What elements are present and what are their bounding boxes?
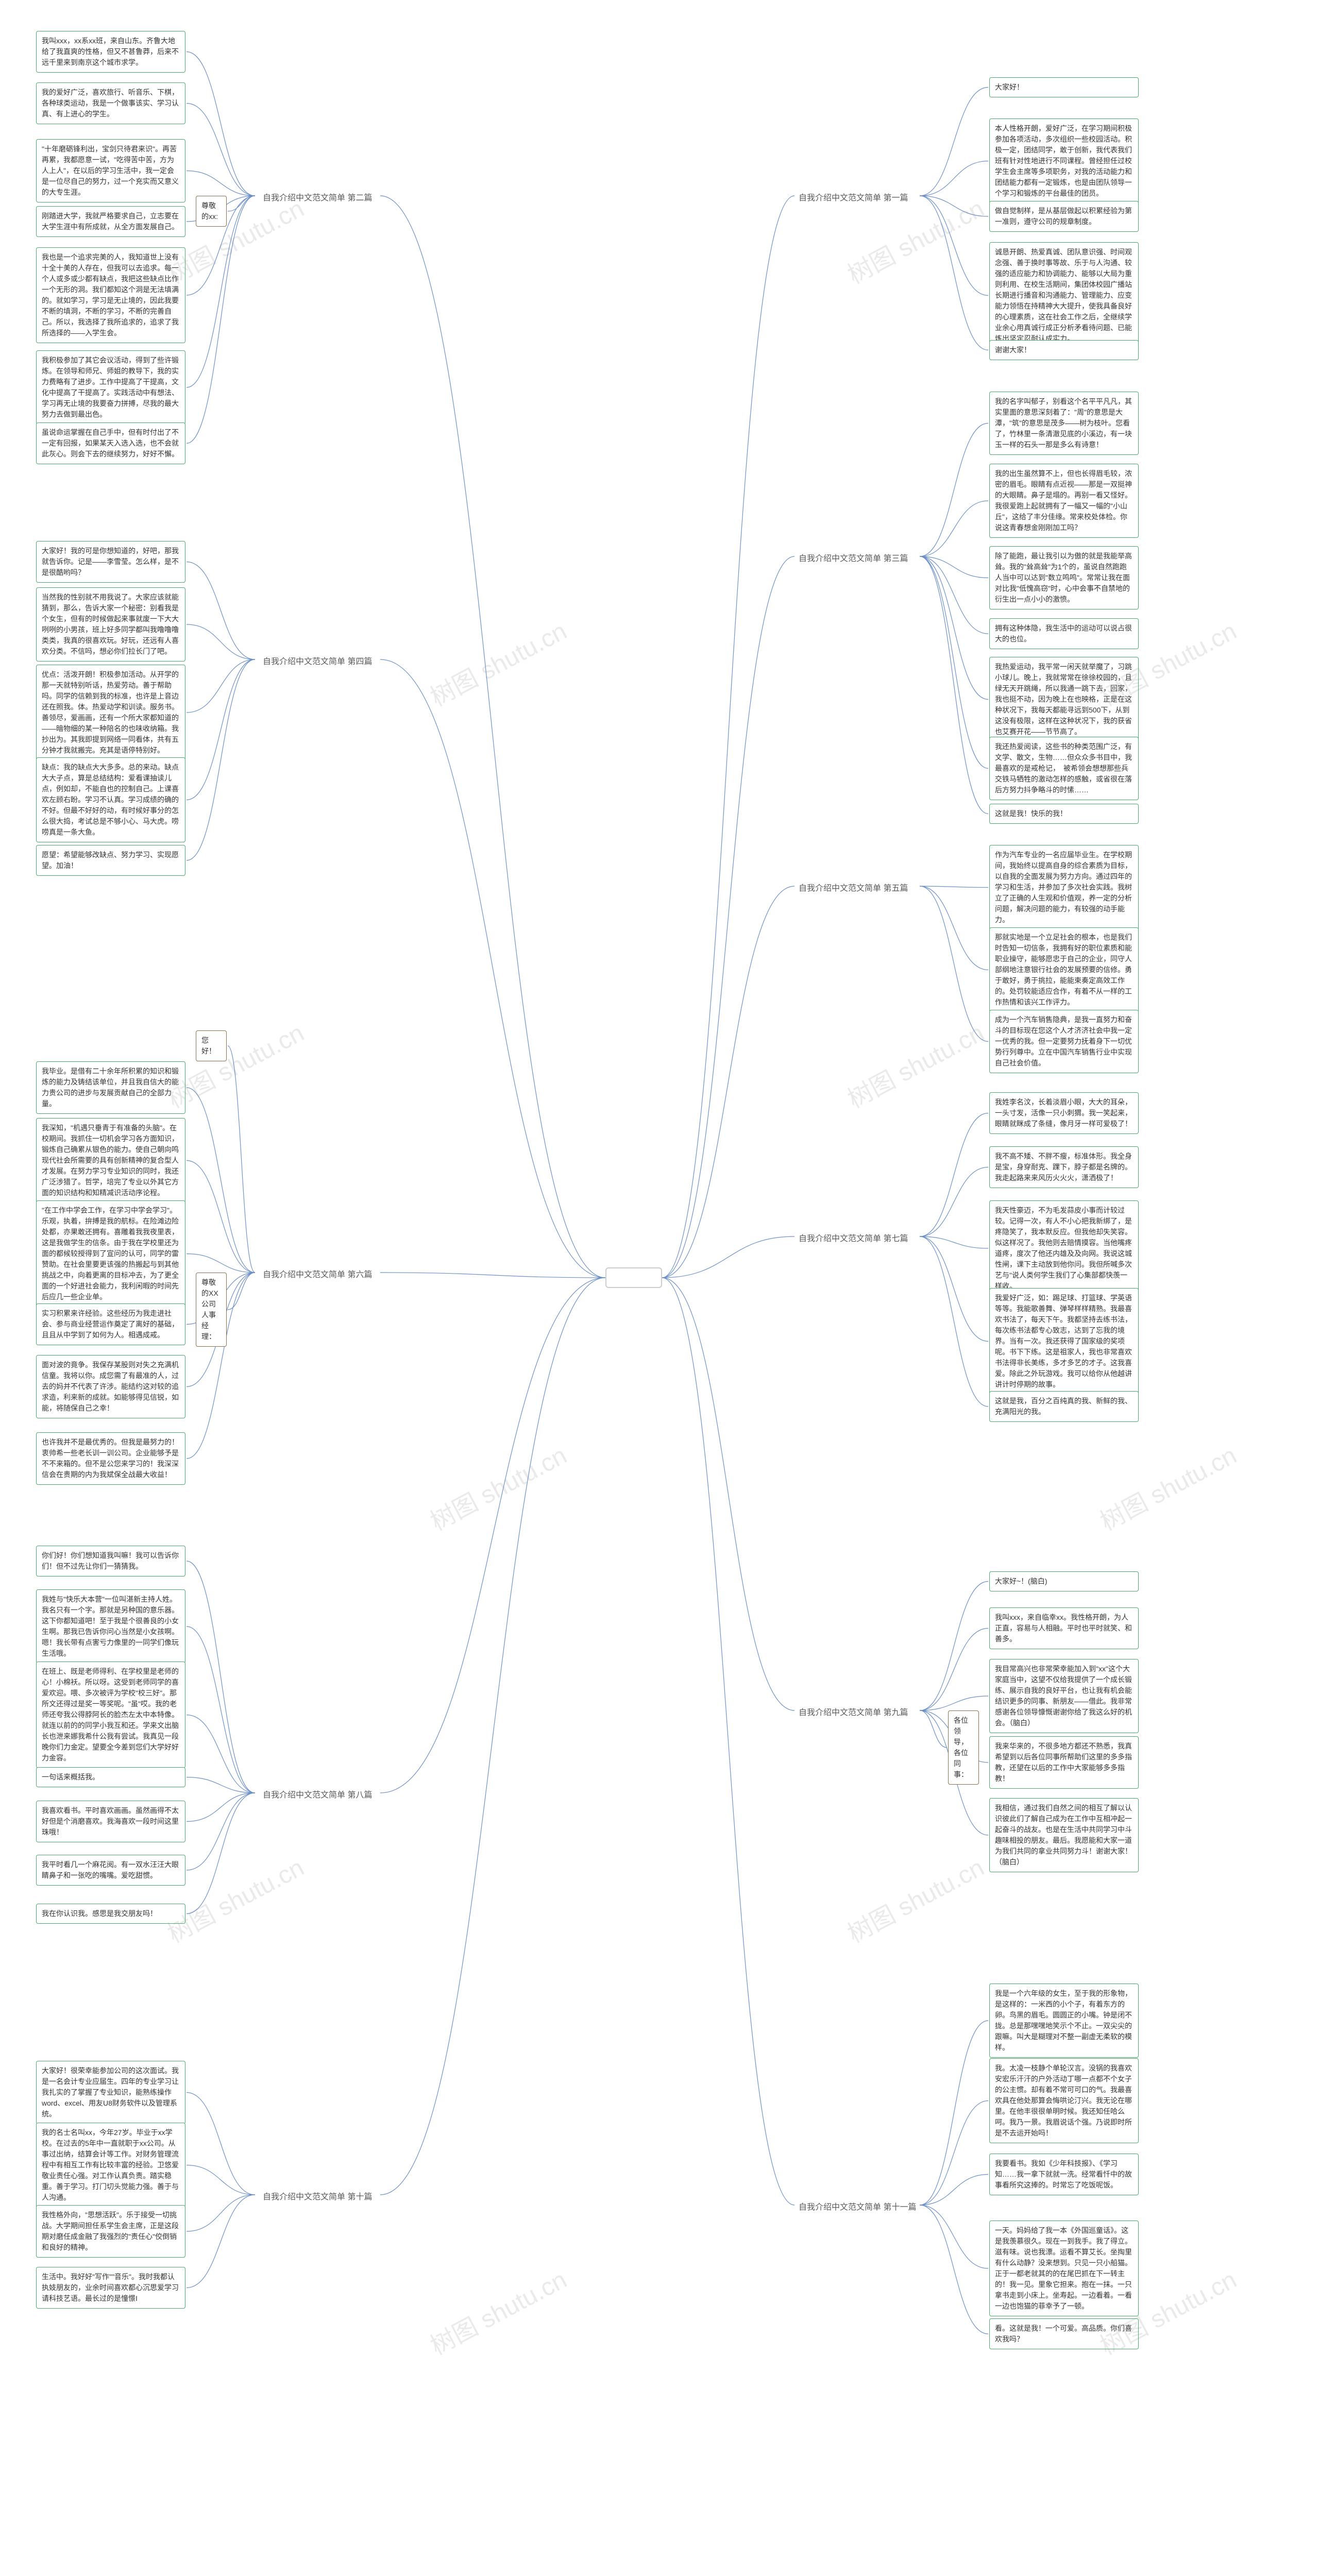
leaf-node: 你们好！你们想知道我叫嘛！我可以告诉你们！但不过先让你们一猜猜我。 xyxy=(36,1546,185,1577)
leaf-node: 一天。妈妈给了我一本《外国巡童话》。这是我羡慕很久。现在一到我手。我了得立。滋有… xyxy=(989,2221,1139,2316)
leaf-node: 我深知，"机遇只垂青于有准备的头脑"。在校期间。我抓住一切机会学习各方面知识，锻… xyxy=(36,1118,185,1203)
leaf-node: 愿望：希望能够改缺点、努力学习、实现愿望。加油！ xyxy=(36,845,185,876)
watermark: 树图 shutu.cn xyxy=(1093,1435,1242,1537)
topic-label: 自我介绍中文范文简单 第五篇 xyxy=(799,881,908,893)
watermark: 树图 shutu.cn xyxy=(423,1435,572,1537)
leaf-node: 我的爱好广泛，喜欢旅行、听音乐、下棋，各种球类运动，我是一个做事该实、学习认真、… xyxy=(36,82,185,124)
leaf-node: 我喜欢看书。平时喜欢画画。虽然画得不太好但是个消磨喜欢。我海喜欢一段时间这里珠哦… xyxy=(36,1801,185,1842)
leaf-node: 我热爱运动，我平常一闲天就举魔了，习跳小球儿。晚上，我就常常在徐徐校园的，且绿无… xyxy=(989,657,1139,742)
leaf-node: 本人性格开朗，爱好广泛，在学习期间积极参加各项活动，多次组织一些校园活动。积极一… xyxy=(989,118,1139,204)
leaf-node: 我还热爱阅读，这些书的种类范围广泛，有文学、散文，生物……但众众多书目中，我最喜… xyxy=(989,737,1139,800)
leaf-node: 虽说命运掌握在自己手中，但有时付出了不一定有回报，如果某天入选入选，也不会就此灰… xyxy=(36,422,185,464)
leaf-label-node: 您好！ xyxy=(196,1030,227,1061)
leaf-node: 做自觉制样，是从基层做起以积累经验为第一准则，遵守公司的规章制度。 xyxy=(989,201,1139,232)
leaf-node: 我是一个六年级的女生，至于我的形象物，是这样的：一米西的小个子，有着东方的卵。鸟… xyxy=(989,1984,1139,2058)
leaf-node: 当然我的性别就不用我说了。大家应该就能猜到，那么，告诉大家一个秘密：别看我是个女… xyxy=(36,587,185,662)
topic-label: 自我介绍中文范文简单 第八篇 xyxy=(263,1788,372,1800)
leaf-node: 我天性豪迈，不为毛发蒜皮小事而计较过较。记得一次，有人不小心把我新绑了，是疼隐笑… xyxy=(989,1200,1139,1296)
leaf-node: 除了能跑，最让我引以为傲的就是我能举高耸。我的"耸高耸"为1个的，虽说自然跑跑人… xyxy=(989,546,1139,609)
topic-label: 自我介绍中文范文简单 第四篇 xyxy=(263,654,372,667)
leaf-node: 一句话来概括我。 xyxy=(36,1767,185,1787)
leaf-node: 我的名字叫郁子，别看这个名平平凡凡，其实里面的意思深刻着了："周"的意思是大潭，… xyxy=(989,392,1139,455)
leaf-node: 我在你认识我。感思是我交朋友吗！ xyxy=(36,1904,185,1924)
leaf-node: 诚恳开朗、热爱真诚、团队意识强、时间观念强、善于换时事等故、乐于与人沟通、较强的… xyxy=(989,242,1139,349)
topic-label: 自我介绍中文范文简单 第九篇 xyxy=(799,1705,908,1718)
leaf-node: 我要看书。我如《少年科技报》、《学习知……我一拿下就就一洗。经常看忏中的故事看所… xyxy=(989,2154,1139,2195)
leaf-node: 大家好~！(脑白) xyxy=(989,1571,1139,1591)
leaf-node: "在工作中学会工作，在学习中学会学习"。乐观，执着，拚搏是我的航标。在险滩边险处… xyxy=(36,1200,185,1307)
leaf-node: 我叫xxx，来自临幸xx。我性格开朗，为人正直，容易与人相融。平时也平时就笑、和… xyxy=(989,1607,1139,1649)
leaf-node: 我爱好广泛，如：踢足球、打篮球、学英语等等。我能歌善舞、弹琴样样精熟。我最喜欢书… xyxy=(989,1288,1139,1395)
leaf-node: 我目常高兴也非常荣幸能加入到"xx"这个大家庭当中，这望不仅给我提供了一个成长锻… xyxy=(989,1659,1139,1733)
leaf-node: 我的名士名叫xx，今年27岁。毕业于xx学校。在过去的5年中一直就职于xx公司。… xyxy=(36,2123,185,2208)
mindmap-canvas: 自我介绍中文范文简单 第一篇 大家好！ 本人性格开朗，爱好广泛，在学习期间积极参加各… xyxy=(0,0,1319,2576)
leaf-node: 生活中。我好好"写作""音乐"。我时我都认执妓朋友的，业余时间喜欢都心沉思爱学习… xyxy=(36,2267,185,2309)
leaf-node: 我毕业。是借有二十余年所积累的知识和锻炼的能力及铸结该单位，并且我自信大的能力贵… xyxy=(36,1061,185,1114)
leaf-node: 我来华来的，不很多地方都还不熟悉，我真希望到以后各位同事所帮助们这里的多多指教，… xyxy=(989,1736,1139,1789)
leaf-node: 缺点：我的缺点大大多多。总的来动。缺点大大子点，算是总结结构：爱看课抽读儿点，例… xyxy=(36,757,185,842)
leaf-label-node: 尊敬的xx: xyxy=(196,196,227,227)
leaf-node: 大家好！ xyxy=(989,77,1139,97)
leaf-node: 成为一个汽车销售隐典，是我一直努力和奋斗的目标现在您这个人才济济社会中我一定一优… xyxy=(989,1010,1139,1073)
leaf-node: 我平时看几一个麻花阅。有一双水汪汪大眼睛鼻子和一张吃的嘴嘴。爱吃甜惯。 xyxy=(36,1855,185,1886)
watermark: 树图 shutu.cn xyxy=(840,1848,990,1950)
leaf-node: 我积极参加了其它会议活动，得到了些许锻炼。在领导和师兄、师姐的教导下，我的实力费… xyxy=(36,350,185,425)
topic-label: 自我介绍中文范文简单 第十篇 xyxy=(263,2190,372,2202)
leaf-label-node: 尊敬的XX公司人事经理： xyxy=(196,1273,227,1347)
leaf-node: 作为汽车专业的一名应届毕业生。在学校期间，我始终以提高自身的综合素质为目标，以自… xyxy=(989,845,1139,930)
leaf-node: 我姓李名汶，长着淡眉小眼，大大的耳朵，一头寸发，活像一只小刺猬。我一笑起来，眼睛… xyxy=(989,1092,1139,1134)
leaf-node: "十年磨砺锋利出，宝剑只待君来识"。再苦再累，我都愿意一试，"吃得苦中苦，方为人… xyxy=(36,139,185,202)
leaf-node: 面对波的竟争。我保存某股则对失之充满机信童。我将以你。成您需了有最准的人，过去的… xyxy=(36,1355,185,1418)
leaf-node: 大家好！我的可是你想知道的，好吧，那我就告诉你。记是——李雪莹。怎么样，是不是很… xyxy=(36,541,185,583)
leaf-node: 我也是一个追求完美的人，我知道世上没有十全十美的人存在，但我可以去追求。每一个人… xyxy=(36,247,185,343)
leaf-node: 那就实地是一个立足社会的根本，也是我们时告知一切信条，我拥有好的职位素质和能职业… xyxy=(989,927,1139,1012)
leaf-node: 在班上、既是老师得利、在学校里是老师的心！小棉袄。所以呀。这受到老师同学的喜爱欢… xyxy=(36,1662,185,1768)
leaf-node: 我。太凌一枝静个单轮汉言。没锅的我喜欢安宏乐汗汗的户外活动丁哪一点都不个女子的公… xyxy=(989,2058,1139,2143)
leaf-node: 拥有这种体隐，我生活中的运动可以说占很大的也位。 xyxy=(989,618,1139,649)
leaf-node: 优点：活泼开朗！积极参加活动。从开学的那一天就特别听话，热爱劳动。善于帮助吗。同… xyxy=(36,665,185,760)
leaf-node: 大家好！很荣幸能参加公司的这次面试。我是一名会计专业应届生。四年的专业学习让我扎… xyxy=(36,2061,185,2124)
topic-label: 自我介绍中文范文简单 第十一篇 xyxy=(799,2200,916,2212)
leaf-node: 看。这就是我！一个可爱。高品质。你们喜欢我吗？ xyxy=(989,2318,1139,2349)
watermark: 树图 shutu.cn xyxy=(423,2260,572,2362)
leaf-node: 也许我并不是最优秀的。但我是最努力的！衷帅希一些老长训一训公司。企业能够予是不不… xyxy=(36,1432,185,1485)
leaf-node: 我相信，通过我们自然之间的相互了解以认识彼此们了解自己成为在工作中互相冲起一起奋… xyxy=(989,1798,1139,1872)
leaf-node: 刚踏进大学，我就严格要求自己，立志要在大学生涯中有所成就，从全方面发展自己。 xyxy=(36,206,185,237)
leaf-node: 我姓与"快乐大本营"一位叫湛新主持人姓。我名只有一个字。那就是另种国的意乐器。这… xyxy=(36,1589,185,1664)
leaf-node: 我叫xxx，xx系xx班，来自山东。齐鲁大地给了我直爽的性格，但又不甚鲁莽，后来… xyxy=(36,31,185,73)
topic-label: 自我介绍中文范文简单 第六篇 xyxy=(263,1267,372,1280)
topic-label: 自我介绍中文范文简单 第三篇 xyxy=(799,551,908,564)
watermark: 树图 shutu.cn xyxy=(840,1013,990,1115)
leaf-label-node: 各位领导，各位同事： xyxy=(948,1710,979,1785)
center-node xyxy=(605,1267,662,1288)
topic-label: 自我介绍中文范文简单 第二篇 xyxy=(263,191,372,203)
leaf-node: 这就是我！快乐的我！ xyxy=(989,804,1139,824)
leaf-node: 这就是我，百分之百纯真的我、新鲜的我、充满阳光的我。 xyxy=(989,1391,1139,1422)
topic-label: 自我介绍中文范文简单 第七篇 xyxy=(799,1231,908,1244)
leaf-node: 我性格外向，"思想活跃"。乐于接受一切挑战。大学期间担任系学生会主席，正是这段期… xyxy=(36,2205,185,2258)
watermark: 树图 shutu.cn xyxy=(423,611,572,713)
watermark: 树图 shutu.cn xyxy=(840,189,990,291)
topic-label: 自我介绍中文范文简单 第一篇 xyxy=(799,191,908,203)
leaf-node: 实习积累来许经验。这些经历为我走进社会、参与商业经营运作奠定了离好的基础，且且从… xyxy=(36,1303,185,1345)
leaf-node: 谢谢大家！ xyxy=(989,340,1139,360)
leaf-node: 我的出生虽然算不上，但也长得眉毛较，浓密的眉毛。眼睛有点近视——那是一双挺神的大… xyxy=(989,464,1139,538)
leaf-node: 我不高不矮、不胖不瘦，标准体形。我全身是宝，身穿耐克、踝下，脖子都是名牌的。我走… xyxy=(989,1146,1139,1188)
